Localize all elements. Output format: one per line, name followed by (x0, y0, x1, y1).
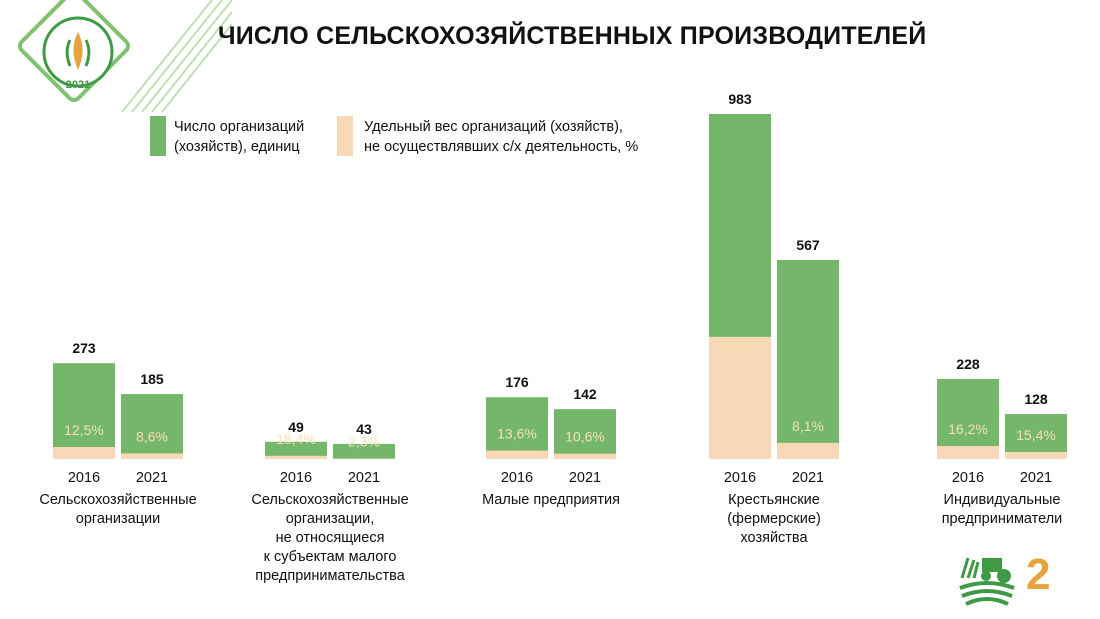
pct-label-2-1: 10,6% (565, 429, 605, 445)
bar-count-2-0 (486, 397, 548, 459)
pct-label-3-1: 8,1% (792, 418, 824, 434)
bar-share-1-0 (265, 455, 327, 459)
x-tick-2-0: 2016 (501, 470, 533, 486)
value-label-1-1: 43 (356, 421, 372, 437)
x-tick-0-0: 2016 (68, 470, 100, 486)
pct-label-1-1: 2,3% (348, 434, 380, 450)
pct-label-4-0: 16,2% (948, 421, 988, 437)
bar-share-0-0 (53, 447, 115, 459)
x-tick-4-1: 2021 (1020, 470, 1052, 486)
pct-label-0-1: 8,6% (136, 428, 168, 444)
logo-stripes (121, 0, 232, 112)
value-label-0-0: 273 (72, 340, 96, 356)
legend-label-share: Удельный вес организаций (хозяйств), не … (364, 119, 639, 155)
value-label-2-1: 142 (573, 386, 597, 402)
value-label-1-0: 49 (288, 419, 304, 435)
bar-count-4-0 (937, 378, 999, 459)
group-label-2: Малые предприятия (482, 492, 620, 508)
bar-share-3-1 (777, 442, 839, 459)
x-tick-3-0: 2016 (724, 470, 756, 486)
group-label-1: Сельскохозяйственные организации, не отн… (251, 492, 409, 584)
pct-label-0-0: 12,5% (64, 422, 104, 438)
x-tick-1-0: 2016 (280, 470, 312, 486)
bar-count-1-0 (265, 441, 327, 459)
bar-share-3-0 (709, 336, 771, 459)
bar-count-1-1 (333, 443, 395, 459)
value-label-2-0: 176 (505, 374, 529, 390)
census-logo: 2021 (17, 0, 232, 112)
x-tick-1-1: 2021 (348, 470, 380, 486)
pct-label-4-1: 15,4% (1016, 427, 1056, 443)
value-label-3-0: 983 (728, 91, 752, 107)
legend-swatch-count (150, 116, 166, 156)
bar-share-4-0 (937, 446, 999, 459)
bar-share-2-0 (486, 450, 548, 459)
bar-count-0-0 (53, 363, 115, 459)
farm-tractor-icon (959, 557, 1015, 606)
x-tick-0-1: 2021 (136, 470, 168, 486)
legend-label-count: Число организаций (хозяйств), единиц (174, 119, 305, 155)
pct-label-2-0: 13,6% (497, 426, 537, 442)
logo-year: 2021 (66, 79, 90, 91)
legend-swatch-share (337, 116, 353, 156)
x-tick-4-0: 2016 (952, 470, 984, 486)
bar-count-0-1 (121, 394, 183, 459)
group-label-3: Крестьянские (фермерские) хозяйства (727, 492, 821, 546)
pct-label-1-0: 18,4% (276, 431, 316, 447)
value-label-4-1: 128 (1024, 391, 1048, 407)
value-label-4-0: 228 (956, 356, 980, 372)
group-label-4: Индивидуальные предприниматели (941, 492, 1063, 527)
x-tick-3-1: 2021 (792, 470, 824, 486)
page-number: 2 (1026, 550, 1051, 599)
bar-share-2-1 (554, 453, 616, 459)
pct-label-3-0: 35,4% (720, 342, 760, 358)
bar-count-4-1 (1005, 414, 1067, 459)
value-label-0-1: 185 (140, 371, 164, 387)
page-title: ЧИСЛО СЕЛЬСКОХОЗЯЙСТВЕННЫХ ПРОИЗВОДИТЕЛЕ… (218, 22, 927, 50)
value-label-3-1: 567 (796, 237, 820, 253)
group-label-0: Сельскохозяйственные организации (39, 492, 197, 527)
bar-count-2-1 (554, 409, 616, 459)
bar-share-4-1 (1005, 452, 1067, 459)
x-tick-2-1: 2021 (569, 470, 601, 486)
bar-share-0-1 (121, 453, 183, 459)
bar-count-3-1 (777, 259, 839, 459)
